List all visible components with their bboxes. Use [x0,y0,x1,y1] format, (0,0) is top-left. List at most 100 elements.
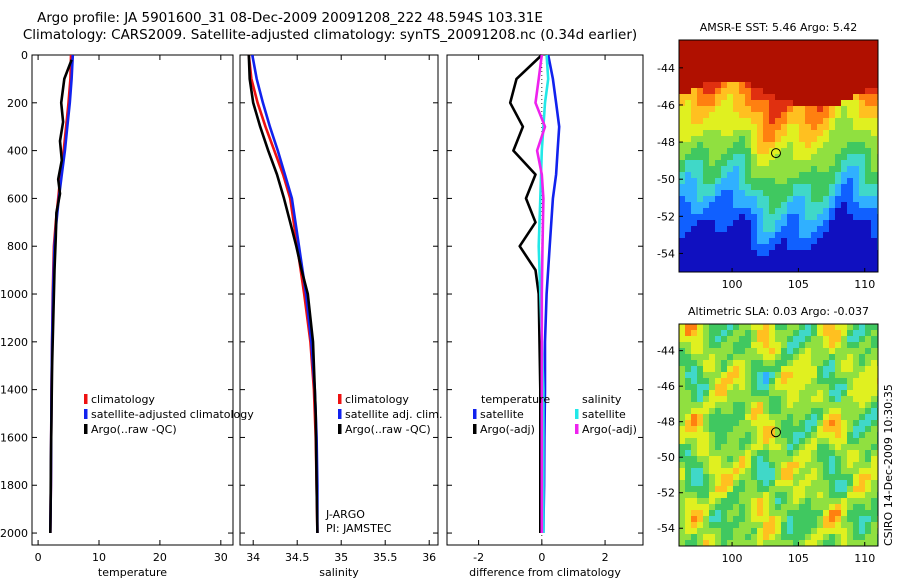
sla-map-cell [739,510,746,517]
sst-map-cell [679,148,686,155]
sst-map-cell [739,238,746,245]
sst-map-cell [679,130,686,137]
sla-map-cell [859,474,866,481]
sla-map-cell [835,534,842,541]
sla-map-cell [739,348,746,355]
sla-map-cell [841,432,848,439]
sst-map-cell [799,238,806,245]
sst-map-cell [709,46,716,53]
sst-map-cell [709,112,716,119]
sst-map-cell [817,202,824,209]
sst-map-cell [691,268,698,272]
sst-map-cell [787,40,794,47]
sst-map-cell [691,76,698,83]
sla-map-cell [697,462,704,469]
sla-map-cell [751,450,758,457]
sla-map-cell [727,330,734,337]
sla-map-cell [811,336,818,343]
sla-map-cell [709,486,716,493]
sla-map-cell [793,408,800,415]
sla-map-cell [817,492,824,499]
sst-map-cell [853,46,860,53]
sla-map-cell [805,510,812,517]
sst-map-cell [781,136,788,143]
sst-map-cell [679,142,686,149]
sla-map-cell [823,348,830,355]
temp-legend-argo-swatch [84,424,88,434]
sst-map-cell [703,124,710,131]
sst-map-cell [781,256,788,263]
sla-map-cell [727,414,734,421]
sst-map-cell [787,202,794,209]
sst-map-cell [853,154,860,161]
sst-map-cell [721,70,728,77]
sla-map-cell [781,504,788,511]
chart-title-line2: Climatology: CARS2009. Satellite-adjuste… [22,27,638,43]
sst-map-cell [679,208,686,215]
sla-map-cell [805,396,812,403]
sst-map-cell [799,256,806,263]
sst-map-cell [739,52,746,59]
sla-map-cell [685,450,692,457]
sla-map-cell [763,450,770,457]
sst-map-cell [811,112,818,119]
sla-map-cell [691,414,698,421]
sla-map-cell [823,474,830,481]
sst-map-cell [847,232,854,239]
sst-map-cell [715,46,722,53]
sst-map-cell [679,94,686,101]
sla-map-cell [871,408,878,415]
sst-map-cell [679,82,686,89]
sla-map-cell [769,330,776,337]
sst-map-cell [709,82,716,89]
sst-map-cell [739,130,746,137]
sst-map-cell [841,94,848,101]
sla-map-cell [733,336,740,343]
sla-map-cell [769,504,776,511]
sla-map-cell [679,414,686,421]
sla-map-cell [775,486,782,493]
sla-map-cell [703,402,710,409]
sla-map-cell [835,336,842,343]
sla-map-cell [805,366,812,373]
sla-map-cell [715,408,722,415]
sla-map-cell [757,504,764,511]
sla-map-cell [799,420,806,427]
sla-map-cell [757,456,764,463]
sla-map-cell [805,360,812,367]
sst-map-cell [697,160,704,167]
sst-map-cell [781,238,788,245]
sst-map-cell [691,88,698,95]
sst-map-cell [703,172,710,179]
sst-map-cell [823,82,830,89]
sst-map-cell [793,166,800,173]
sla-map-cell [811,354,818,361]
sla-map-cell [793,384,800,391]
sla-map-cell [871,468,878,475]
sst-map-cell [751,46,758,53]
sst-map-cell [871,250,878,257]
sst-map-cell [745,250,752,257]
sst-map-cell [721,148,728,155]
sla-map-cell [727,516,734,523]
sst-map-cell [697,100,704,107]
sst-map-cell [727,94,734,101]
sla-map-cell [745,408,752,415]
sla-map-cell [727,498,734,505]
sst-map-cell [703,100,710,107]
sst-map-cell [811,196,818,203]
sst-map-cell [835,196,842,203]
sla-map-cell [733,384,740,391]
sla-map-cell [841,540,848,546]
temperature-series-argo [49,59,73,534]
sst-map-cell [871,100,878,107]
sla-map-cell [853,522,860,529]
sla-map-cell [685,360,692,367]
sla-map-cell [697,438,704,445]
sla-map-cell [715,468,722,475]
sst-map-cell [799,40,806,47]
diff-legend-temp-satellite-label: satellite [480,408,524,421]
sla-map-cell [781,390,788,397]
sst-map-cell [709,202,716,209]
sla-map-cell [709,378,716,385]
